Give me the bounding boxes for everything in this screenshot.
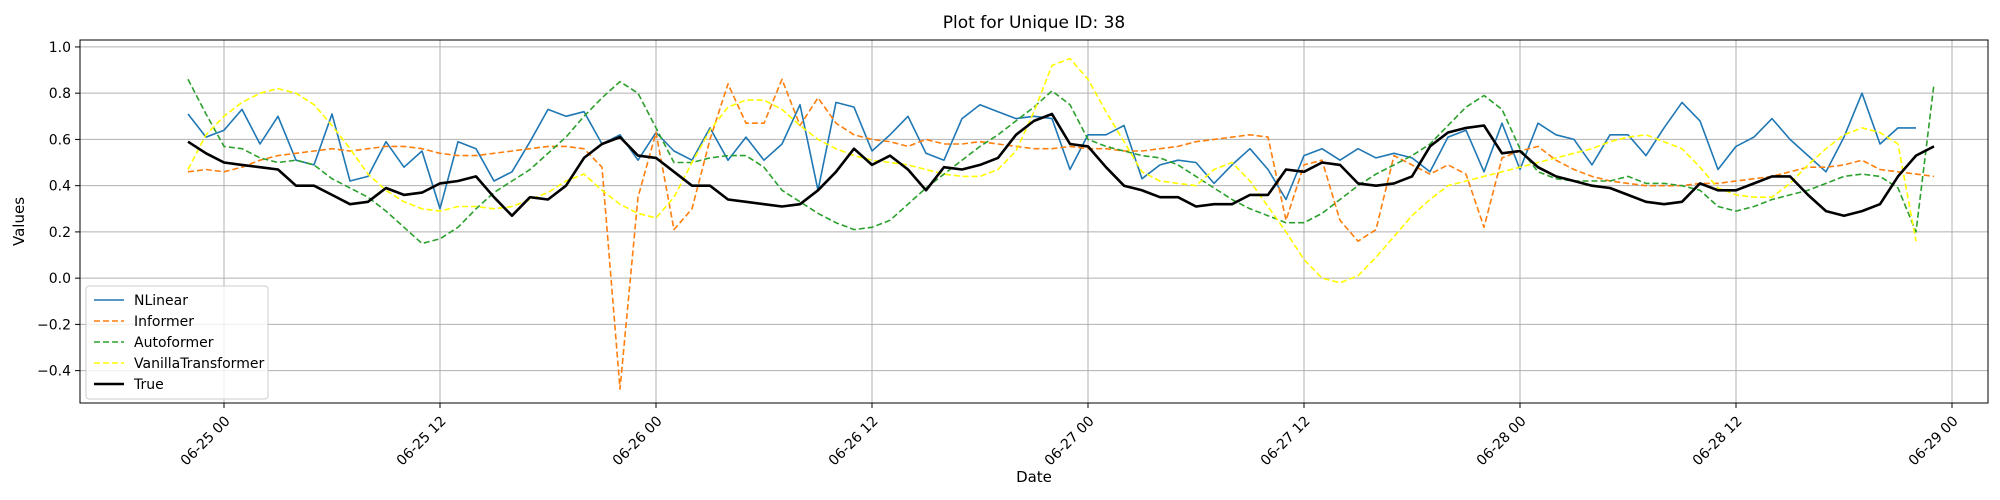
y-tick-label: 0.6 [49, 132, 71, 148]
x-tick-label: 06-27 12 [1258, 413, 1314, 469]
y-tick-label: −0.2 [37, 317, 71, 333]
x-tick-label: 06-25 12 [394, 413, 450, 469]
series-line-true [187, 112, 1935, 217]
y-tick-label: 0.8 [49, 86, 71, 102]
plot-frame [79, 39, 1989, 404]
legend-label: NLinear [134, 293, 188, 309]
y-tick-label: −0.4 [37, 364, 71, 380]
legend-box [85, 285, 269, 400]
x-tick-label: 06-29 00 [1906, 413, 1962, 469]
series-line-vanillatransformer [187, 57, 1917, 284]
legend-label: VanillaTransformer [134, 356, 264, 372]
x-axis-title: Date [1016, 468, 1052, 486]
tick-layer: −0.4 −0.2 0.0 0.2 0.4 0.6 0.8 1.0 06-25 00 06-25 … [37, 40, 1962, 469]
series-line-nlinear [187, 92, 1916, 210]
x-tick-label: 06-26 00 [610, 413, 666, 469]
x-tick-label: 06-27 00 [1042, 413, 1098, 469]
legend: NLinear Informer Autoformer VanillaTransfor… [85, 285, 269, 400]
y-tick-label: 0.2 [49, 225, 71, 241]
series-layer [187, 57, 1935, 390]
legend-label: Autoformer [134, 335, 214, 351]
x-tick-label: 06-28 12 [1690, 413, 1746, 469]
y-tick-label: 0.4 [49, 179, 71, 195]
series-line-autoformer [187, 78, 1935, 245]
grid-layer [80, 40, 1988, 403]
legend-label: True [133, 377, 164, 393]
x-tick-label: 06-26 12 [826, 413, 882, 469]
legend-label: Informer [134, 314, 194, 330]
series-line-informer [187, 78, 1935, 390]
y-tick-label: 1.0 [49, 40, 71, 56]
chart-title: Plot for Unique ID: 38 [943, 13, 1125, 33]
y-axis-title: Values [10, 197, 28, 246]
x-tick-label: 06-25 00 [178, 413, 234, 469]
y-tick-label: 0.0 [49, 271, 71, 287]
x-tick-label: 06-28 00 [1474, 413, 1530, 469]
